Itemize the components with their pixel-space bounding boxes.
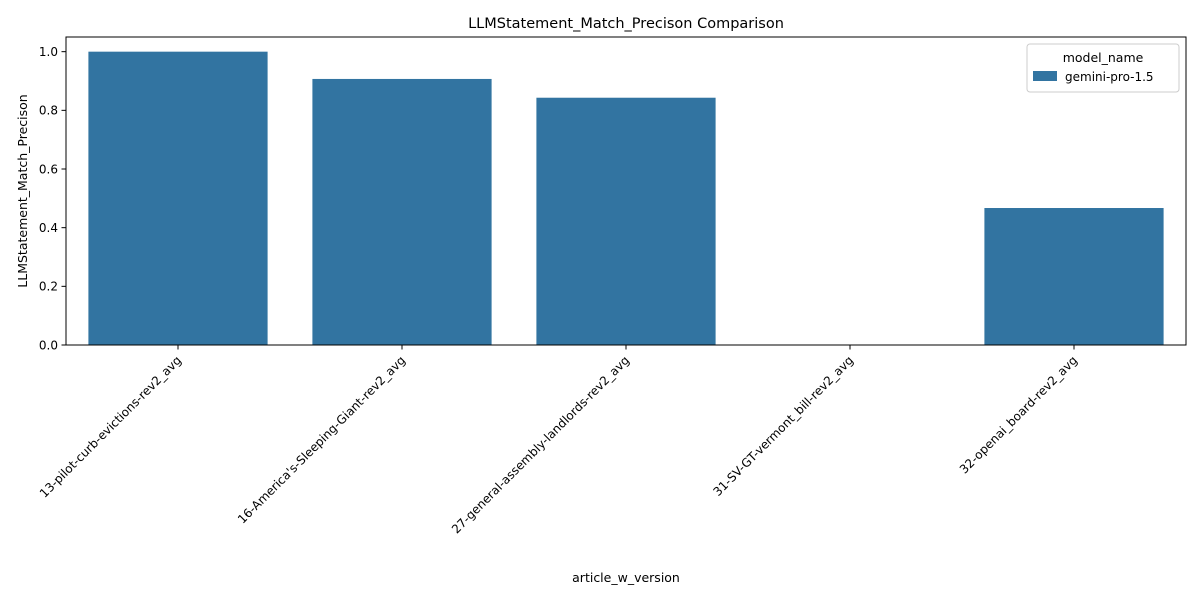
y-tick-label: 0.8 (39, 104, 58, 118)
legend-swatch (1033, 71, 1057, 81)
y-tick-label: 0.0 (39, 338, 58, 352)
bars-layer (88, 51, 1164, 346)
legend: model_name gemini-pro-1.5 (1026, 43, 1180, 93)
y-axis: 0.0 0.2 0.4 0.6 0.8 1.0 (39, 45, 66, 352)
y-axis-label: LLMStatement_Match_Precison (15, 94, 30, 287)
y-tick-label: 0.2 (39, 280, 58, 294)
x-tick-label: 27-general-assembly-landlords-rev2_avg (449, 353, 632, 536)
x-tick-label: 32-openai_board-rev2_avg (957, 353, 1080, 476)
y-tick-label: 1.0 (39, 45, 58, 59)
bar (536, 97, 716, 345)
y-tick-label: 0.4 (39, 221, 58, 235)
legend-series-label: gemini-pro-1.5 (1065, 70, 1154, 84)
chart-title: LLMStatement_Match_Precison Comparison (468, 16, 784, 32)
plot-frame (65, 36, 1187, 346)
y-tick-label: 0.6 (39, 162, 58, 176)
legend-title: model_name (1063, 50, 1144, 65)
x-tick-label: 16-America's-Sleeping-Giant-rev2_avg (235, 353, 408, 526)
x-tick-label: 31-SV-GT-vermont_bill-rev2_avg (710, 353, 856, 499)
bar (312, 78, 492, 345)
x-tick-label: 13-pilot-curb-evictions-rev2_avg (37, 353, 184, 500)
x-axis: 13-pilot-curb-evictions-rev2_avg 16-Ameri… (37, 345, 1080, 536)
legend-box (1026, 43, 1180, 93)
bar (984, 208, 1164, 345)
x-axis-label: article_w_version (572, 570, 680, 585)
bar (88, 51, 268, 346)
